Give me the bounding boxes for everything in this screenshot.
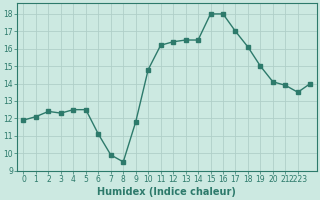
X-axis label: Humidex (Indice chaleur): Humidex (Indice chaleur) (98, 187, 236, 197)
